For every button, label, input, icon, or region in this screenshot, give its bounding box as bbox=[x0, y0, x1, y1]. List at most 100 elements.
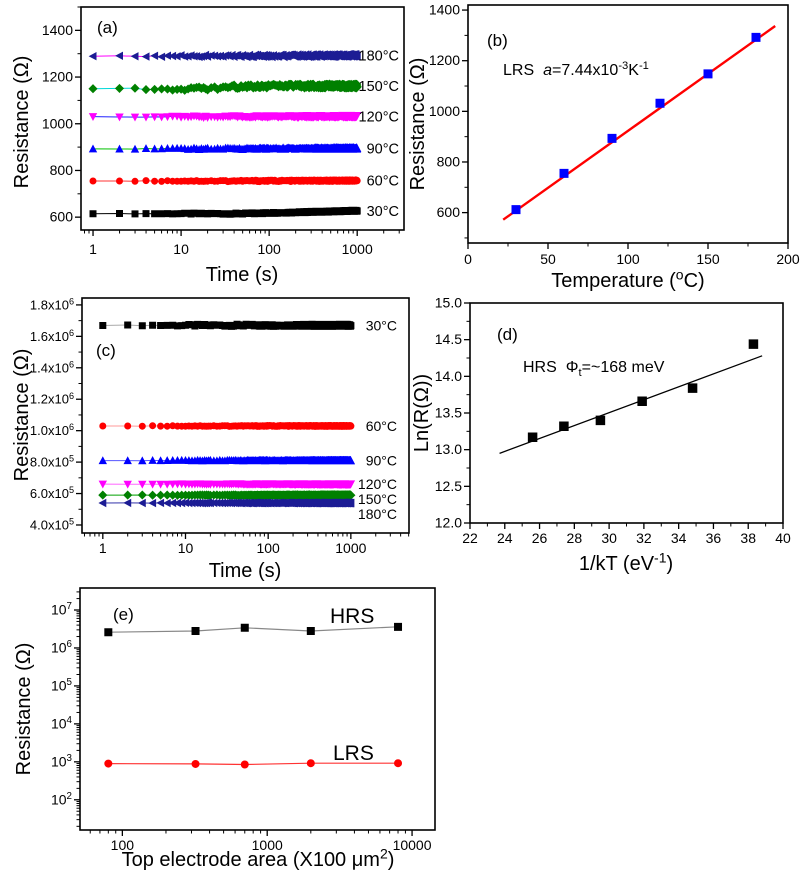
panel-a-y-title: Resistance (Ω) bbox=[11, 56, 33, 189]
series-markers bbox=[98, 455, 356, 465]
panel-d: 22 24 26 28 30 32 34 36 38 40 12.0 12.5 13.0 13.5 14.0… bbox=[411, 295, 791, 576]
series-180C bbox=[88, 50, 361, 62]
x-tick-label: 10000 bbox=[393, 837, 432, 853]
y-tick-label: 600 bbox=[437, 204, 461, 220]
x-tick-label: 100 bbox=[111, 837, 135, 853]
panel-e-y-title: Resistance (Ω) bbox=[13, 643, 35, 776]
series-markers bbox=[88, 143, 362, 153]
x-tick-label: 10 bbox=[178, 540, 194, 556]
panel-d-y-title: Ln(R(Ω)) bbox=[411, 374, 433, 452]
panel-letter-e: (e) bbox=[113, 605, 134, 624]
panel-d-x-title: 1/kT (eV-1) bbox=[579, 549, 673, 575]
series-label-HRS: HRS bbox=[330, 605, 374, 628]
series-markers bbox=[88, 111, 362, 122]
x-tick-label: 50 bbox=[540, 251, 556, 267]
y-tick-label: 600 bbox=[50, 209, 74, 225]
series-markers bbox=[98, 498, 355, 508]
x-tick-label: 100 bbox=[616, 251, 640, 267]
x-tick-label: 32 bbox=[636, 530, 652, 546]
y-tick-label: 800 bbox=[50, 162, 74, 178]
y-tick-label: 106 bbox=[51, 639, 73, 655]
panel-e: 100 1000 10000 102 103 104 105 106 107 Top electr… bbox=[13, 587, 436, 871]
x-tick-label: 28 bbox=[567, 530, 583, 546]
series-label: 180°C bbox=[359, 48, 399, 64]
fit-line bbox=[499, 355, 763, 454]
y-tick-label: 1.4x106 bbox=[30, 359, 74, 375]
plot-frame bbox=[81, 297, 410, 534]
x-tick-label: 1 bbox=[89, 241, 97, 257]
x-tick-label: 34 bbox=[671, 530, 687, 546]
y-tick-label: 107 bbox=[51, 601, 72, 617]
series-180C bbox=[98, 498, 355, 508]
series-90C bbox=[98, 455, 356, 465]
y-tick-label: 14.5 bbox=[435, 331, 462, 347]
series-markers bbox=[88, 79, 362, 95]
y-tick-label: 1.0x106 bbox=[30, 422, 74, 438]
series-120C bbox=[98, 480, 356, 489]
series-markers bbox=[99, 320, 355, 330]
y-tick-label: 1200 bbox=[42, 69, 73, 85]
x-tick-label: 1000 bbox=[335, 540, 366, 556]
x-tick-label: 30 bbox=[601, 530, 617, 546]
series-label: 150°C bbox=[358, 491, 397, 507]
y-tick-label: 1400 bbox=[42, 22, 73, 38]
x-tick-label: 1000 bbox=[342, 241, 373, 257]
x-tick-label: 1000 bbox=[252, 837, 283, 853]
series-150C bbox=[98, 490, 356, 500]
series-label: 150°C bbox=[359, 79, 399, 95]
y-tick-label: 4.0x105 bbox=[30, 517, 74, 533]
panel-e-x-title: Top electrode area (X100 μm2) bbox=[122, 845, 395, 871]
x-tick-label: 100 bbox=[257, 241, 281, 257]
panel-b-annotation: LRS a=7.44x10-3K-1 bbox=[503, 60, 649, 79]
series-label-LRS: LRS bbox=[333, 742, 374, 765]
series-label: 90°C bbox=[367, 141, 399, 157]
series-LRS bbox=[104, 759, 403, 769]
panel-letter-a: (a) bbox=[97, 18, 118, 37]
x-tick-label: 200 bbox=[776, 251, 800, 267]
series-markers bbox=[98, 480, 356, 489]
series-markers bbox=[98, 490, 356, 500]
series-30C bbox=[89, 206, 361, 218]
series-30C bbox=[99, 320, 355, 330]
series-label: 60°C bbox=[367, 174, 399, 190]
y-tick-label: 1000 bbox=[42, 115, 73, 131]
series-markers bbox=[89, 206, 361, 218]
series-markers bbox=[88, 50, 361, 62]
y-tick-label: 102 bbox=[51, 791, 72, 807]
panel-c: 1 10 100 1000 4.0x105 6.0x105 8.0x105 1.0x106 1.… bbox=[11, 296, 410, 582]
y-tick-label: 1200 bbox=[429, 52, 460, 68]
panel-b-y-title: Resistance (Ω) bbox=[407, 58, 429, 191]
y-tick-label: 1.2x106 bbox=[30, 391, 74, 407]
y-tick-label: 800 bbox=[437, 153, 461, 169]
y-tick-label: 1.8x106 bbox=[30, 296, 74, 312]
panel-c-y-title: Resistance (Ω) bbox=[11, 349, 33, 482]
y-tick-label: 1400 bbox=[429, 2, 460, 18]
y-tick-label: 6.0x105 bbox=[30, 485, 74, 501]
panel-a: 1 10 100 1000 600 800 1000 1200 1400 Time (s) Resi… bbox=[11, 6, 405, 286]
x-tick-label: 1 bbox=[99, 540, 107, 556]
panel-b-x-title: Temperature (oC) bbox=[551, 266, 704, 292]
panel-a-x-title: Time (s) bbox=[206, 264, 279, 286]
y-tick-label: 1000 bbox=[429, 103, 460, 119]
series-90C bbox=[88, 143, 362, 153]
y-tick-label: 12.0 bbox=[435, 515, 462, 531]
series-HRS bbox=[104, 622, 403, 637]
x-tick-label: 40 bbox=[775, 530, 791, 546]
y-tick-label: 104 bbox=[51, 715, 73, 731]
data-points bbox=[527, 339, 759, 442]
series-120C bbox=[88, 111, 362, 122]
x-tick-label: 22 bbox=[462, 530, 478, 546]
x-tick-label: 36 bbox=[706, 530, 722, 546]
x-tick-label: 0 bbox=[464, 251, 472, 267]
x-tick-label: 38 bbox=[740, 530, 756, 546]
y-tick-label: 1.6x106 bbox=[30, 328, 74, 344]
series-label: 30°C bbox=[366, 317, 397, 333]
y-tick-label: 14.0 bbox=[435, 368, 462, 384]
series-markers bbox=[89, 176, 361, 186]
panel-c-x-title: Time (s) bbox=[209, 560, 282, 582]
y-tick-label: 103 bbox=[51, 753, 73, 769]
y-tick-label: 105 bbox=[51, 677, 73, 693]
x-tick-label: 10 bbox=[173, 241, 189, 257]
series-label: 120°C bbox=[359, 109, 399, 125]
